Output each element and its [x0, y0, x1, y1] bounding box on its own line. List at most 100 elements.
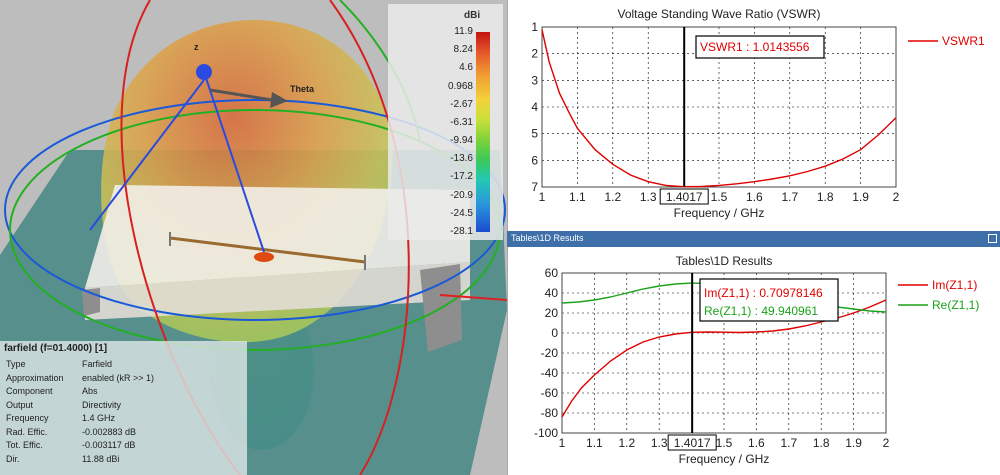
- x-tick-label: 2: [893, 190, 900, 204]
- y-tick-label: 1: [531, 20, 538, 34]
- x-tick-label: 1.1: [569, 190, 586, 204]
- info-key: Dir.: [6, 453, 20, 464]
- x-axis-red: [439, 294, 507, 301]
- x-tick-label: 1.7: [780, 436, 797, 450]
- dielectric-front: [85, 262, 470, 320]
- info-row: Tot. Effic. -0.003117 dB: [6, 440, 246, 451]
- theta-arrow: [209, 88, 273, 102]
- impedance-plot-panel[interactable]: Tables\1D Results 1 1.1 1.2 1.3 1.5 1.6 1.7 1.8 1…: [507, 247, 1000, 475]
- z-axis-line: [203, 71, 265, 253]
- info-key: Output: [6, 399, 34, 410]
- x-tick-label: 1.2: [604, 190, 621, 204]
- marker-label-box: [659, 188, 709, 205]
- colorbar-tick: 4.6: [459, 62, 473, 74]
- y-tick-label: 60: [545, 266, 559, 280]
- info-key: Approximation: [6, 372, 64, 383]
- colorbar-tick: 8.24: [453, 44, 473, 56]
- x-axis-label: Frequency / GHz: [674, 206, 765, 220]
- x-tick-label: 1: [559, 436, 566, 450]
- info-key: Type: [6, 359, 26, 369]
- vswr-annotation: VSWR1 : 1.0143556: [700, 40, 810, 54]
- results-tab-bar[interactable]: Tables\1D Results: [507, 231, 1000, 247]
- y-tick-label: 7: [531, 180, 538, 194]
- maximize-button[interactable]: [988, 234, 997, 243]
- x-tick-label: 1.9: [845, 436, 862, 450]
- info-value: 1.4 GHz: [82, 413, 116, 423]
- info-value: Abs: [82, 386, 98, 396]
- y-tick-label: -40: [541, 366, 559, 380]
- colorbar-unit: dBi: [464, 10, 481, 21]
- legend-label: Re(Z1,1): [932, 298, 979, 312]
- axis-theta-label: Theta: [290, 84, 315, 94]
- colorbar-tick: -13.6: [450, 153, 473, 165]
- y-tick-label: 6: [531, 153, 538, 167]
- x-axis-label: Frequency / GHz: [679, 452, 770, 466]
- colorbar-tick: -28.1: [450, 226, 473, 237]
- x-tick-label: 1.1: [586, 436, 603, 450]
- chart-title: Voltage Standing Wave Ratio (VSWR): [618, 7, 821, 21]
- y-tick-label: 40: [545, 286, 559, 300]
- plot-frame: [561, 272, 887, 434]
- y-tick-label: 2: [531, 47, 538, 61]
- y-tick-label: -60: [541, 386, 559, 400]
- dipole-antenna: [169, 236, 366, 264]
- colorbar-tick: 0.968: [447, 80, 473, 92]
- dielectric-top: [85, 185, 470, 288]
- x-tick-label: 1.3: [640, 190, 657, 204]
- x-tick-label: 2: [883, 436, 890, 450]
- colorbar-tick: -17.2: [450, 171, 473, 183]
- info-row: Frequency 1.4 GHz: [6, 413, 246, 424]
- info-value: Directivity: [82, 399, 122, 410]
- colorbar-legend: dBi 11.9 8.24 4.6 0.968 -2.67 -6.31 -9.94 -13.6…: [388, 4, 503, 240]
- marker-label: 1.4017: [666, 190, 703, 204]
- info-value: Farfield: [82, 359, 113, 369]
- farfield-info-title: farfield (f=01.4000) [1]: [4, 343, 108, 354]
- plot-frame: [541, 26, 897, 188]
- vswr-plot-panel[interactable]: Voltage Standing Wave Ratio (VSWR) 1 1.1 1.…: [507, 0, 1000, 231]
- x-tick-label: 1.7: [781, 190, 798, 204]
- info-key: Tot. Effic.: [6, 440, 43, 450]
- info-key: Rad. Effic.: [6, 426, 48, 437]
- series-line: [541, 29, 897, 188]
- y-tick-label: 0: [551, 326, 558, 340]
- vswr-annotation-box: [695, 35, 825, 59]
- y-tick-label: -20: [541, 346, 559, 360]
- x-tick-label: 1: [539, 190, 546, 204]
- chart-title: Tables\1D Results: [676, 254, 773, 268]
- info-key: Component: [6, 386, 53, 396]
- x-tick-label: 1.5: [716, 436, 733, 450]
- x-tick-label: 1.8: [813, 436, 830, 450]
- farfield-info-panel: farfield (f=01.4000) [1] Type Farfield App…: [0, 341, 247, 475]
- colorbar-ramp: [476, 32, 490, 232]
- x-tick-label: 1.8: [817, 190, 834, 204]
- y-tick-label: -100: [534, 426, 558, 440]
- info-row: Rad. Effic. -0.002883 dB: [6, 427, 246, 438]
- farfield-3d-view[interactable]: z Theta dBi 11.9 8.24 4.6 0.968 -2.67 -6.31 -9…: [0, 0, 507, 475]
- y-tick-label: -80: [541, 406, 559, 420]
- info-key: Frequency: [6, 413, 49, 423]
- impedance-annotation-im: Im(Z1,1) : 0.70978146: [704, 286, 823, 300]
- colorbar-tick: -24.5: [450, 207, 473, 219]
- feed-port: [254, 252, 274, 262]
- y-tick-label: 4: [531, 100, 538, 114]
- y-tick-label: 20: [545, 306, 559, 320]
- info-row: Dir. 11.88 dBi: [6, 454, 246, 465]
- info-row: Approximation enabled (kR >> 1): [6, 373, 246, 384]
- vswr-chart[interactable]: Voltage Standing Wave Ratio (VSWR) 1 1.1 1.…: [508, 0, 1000, 231]
- results-tab-label[interactable]: Tables\1D Results: [511, 233, 584, 243]
- y-tick-label: 3: [531, 73, 538, 87]
- axis-z-label: z: [194, 42, 199, 52]
- x-tick-label: 1.3: [651, 436, 668, 450]
- info-row: Type Farfield: [6, 359, 246, 370]
- colorbar-tick: 11.9: [454, 26, 473, 37]
- impedance-chart[interactable]: Tables\1D Results 1 1.1 1.2 1.3 1.5 1.6 1.7 1.8 1…: [508, 247, 1000, 475]
- info-value: -0.003117 dB: [82, 440, 136, 450]
- colorbar-tick: -20.9: [450, 189, 473, 201]
- colorbar-tick: -9.94: [450, 135, 473, 147]
- legend-label-vswr1: VSWR1: [942, 34, 985, 48]
- info-value: enabled (kR >> 1): [82, 372, 155, 383]
- phi-circle-blue: [4, 99, 506, 321]
- info-row: Output Directivity: [6, 400, 246, 411]
- colorbar-tick: -6.31: [450, 116, 473, 128]
- x-tick-label: 1.9: [852, 190, 869, 204]
